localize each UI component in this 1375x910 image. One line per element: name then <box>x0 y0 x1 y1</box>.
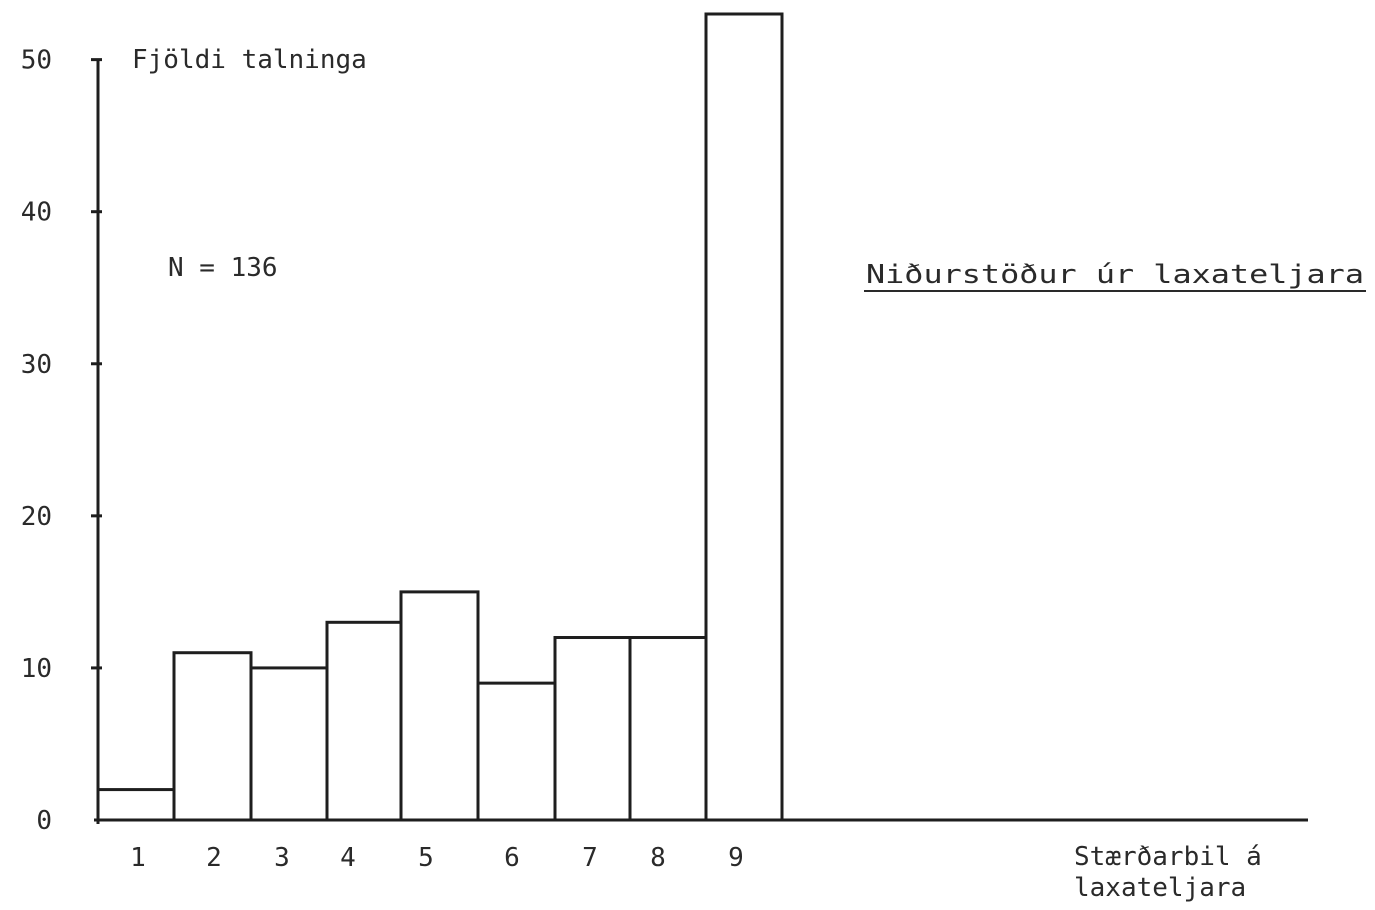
sample-size-annotation: N = 136 <box>168 253 278 283</box>
bar-8 <box>628 636 708 822</box>
y-ticks-group: 0 10 20 30 40 50 <box>21 46 102 836</box>
bar-7 <box>553 636 632 822</box>
bar-5 <box>399 590 480 822</box>
bar-9 <box>704 12 784 822</box>
chart-title: Niðurstöður úr laxateljara <box>866 260 1364 290</box>
y-axis-label: Fjöldi talninga <box>132 45 367 75</box>
x-tick-label-6: 6 <box>504 843 520 873</box>
x-tick-label-5: 5 <box>418 843 434 873</box>
bars-group <box>96 12 784 822</box>
y-tick-label-30: 30 <box>21 350 52 380</box>
x-tick-label-3: 3 <box>274 843 290 873</box>
x-axis-label-line-1: Stærðarbil á <box>1074 842 1262 872</box>
bar-2 <box>172 651 253 822</box>
bar-6 <box>476 681 557 822</box>
y-tick-label-10: 10 <box>21 654 52 684</box>
bar-4 <box>325 620 403 822</box>
y-tick-label-50: 50 <box>21 46 52 76</box>
x-tick-label-2: 2 <box>206 843 222 873</box>
x-axis-label-line-2: laxateljara <box>1074 873 1246 903</box>
bar-1 <box>96 788 176 822</box>
x-tick-label-9: 9 <box>728 843 744 873</box>
x-tick-label-7: 7 <box>582 843 598 873</box>
x-tick-label-4: 4 <box>340 843 356 873</box>
x-tick-label-1: 1 <box>130 843 146 873</box>
bar-3 <box>249 666 329 822</box>
x-ticks-group: 1 2 3 4 5 6 7 8 9 <box>130 843 744 873</box>
x-tick-label-8: 8 <box>650 843 666 873</box>
y-tick-label-40: 40 <box>21 198 52 228</box>
y-tick-label-0: 0 <box>36 806 52 836</box>
y-tick-label-20: 20 <box>21 502 52 532</box>
